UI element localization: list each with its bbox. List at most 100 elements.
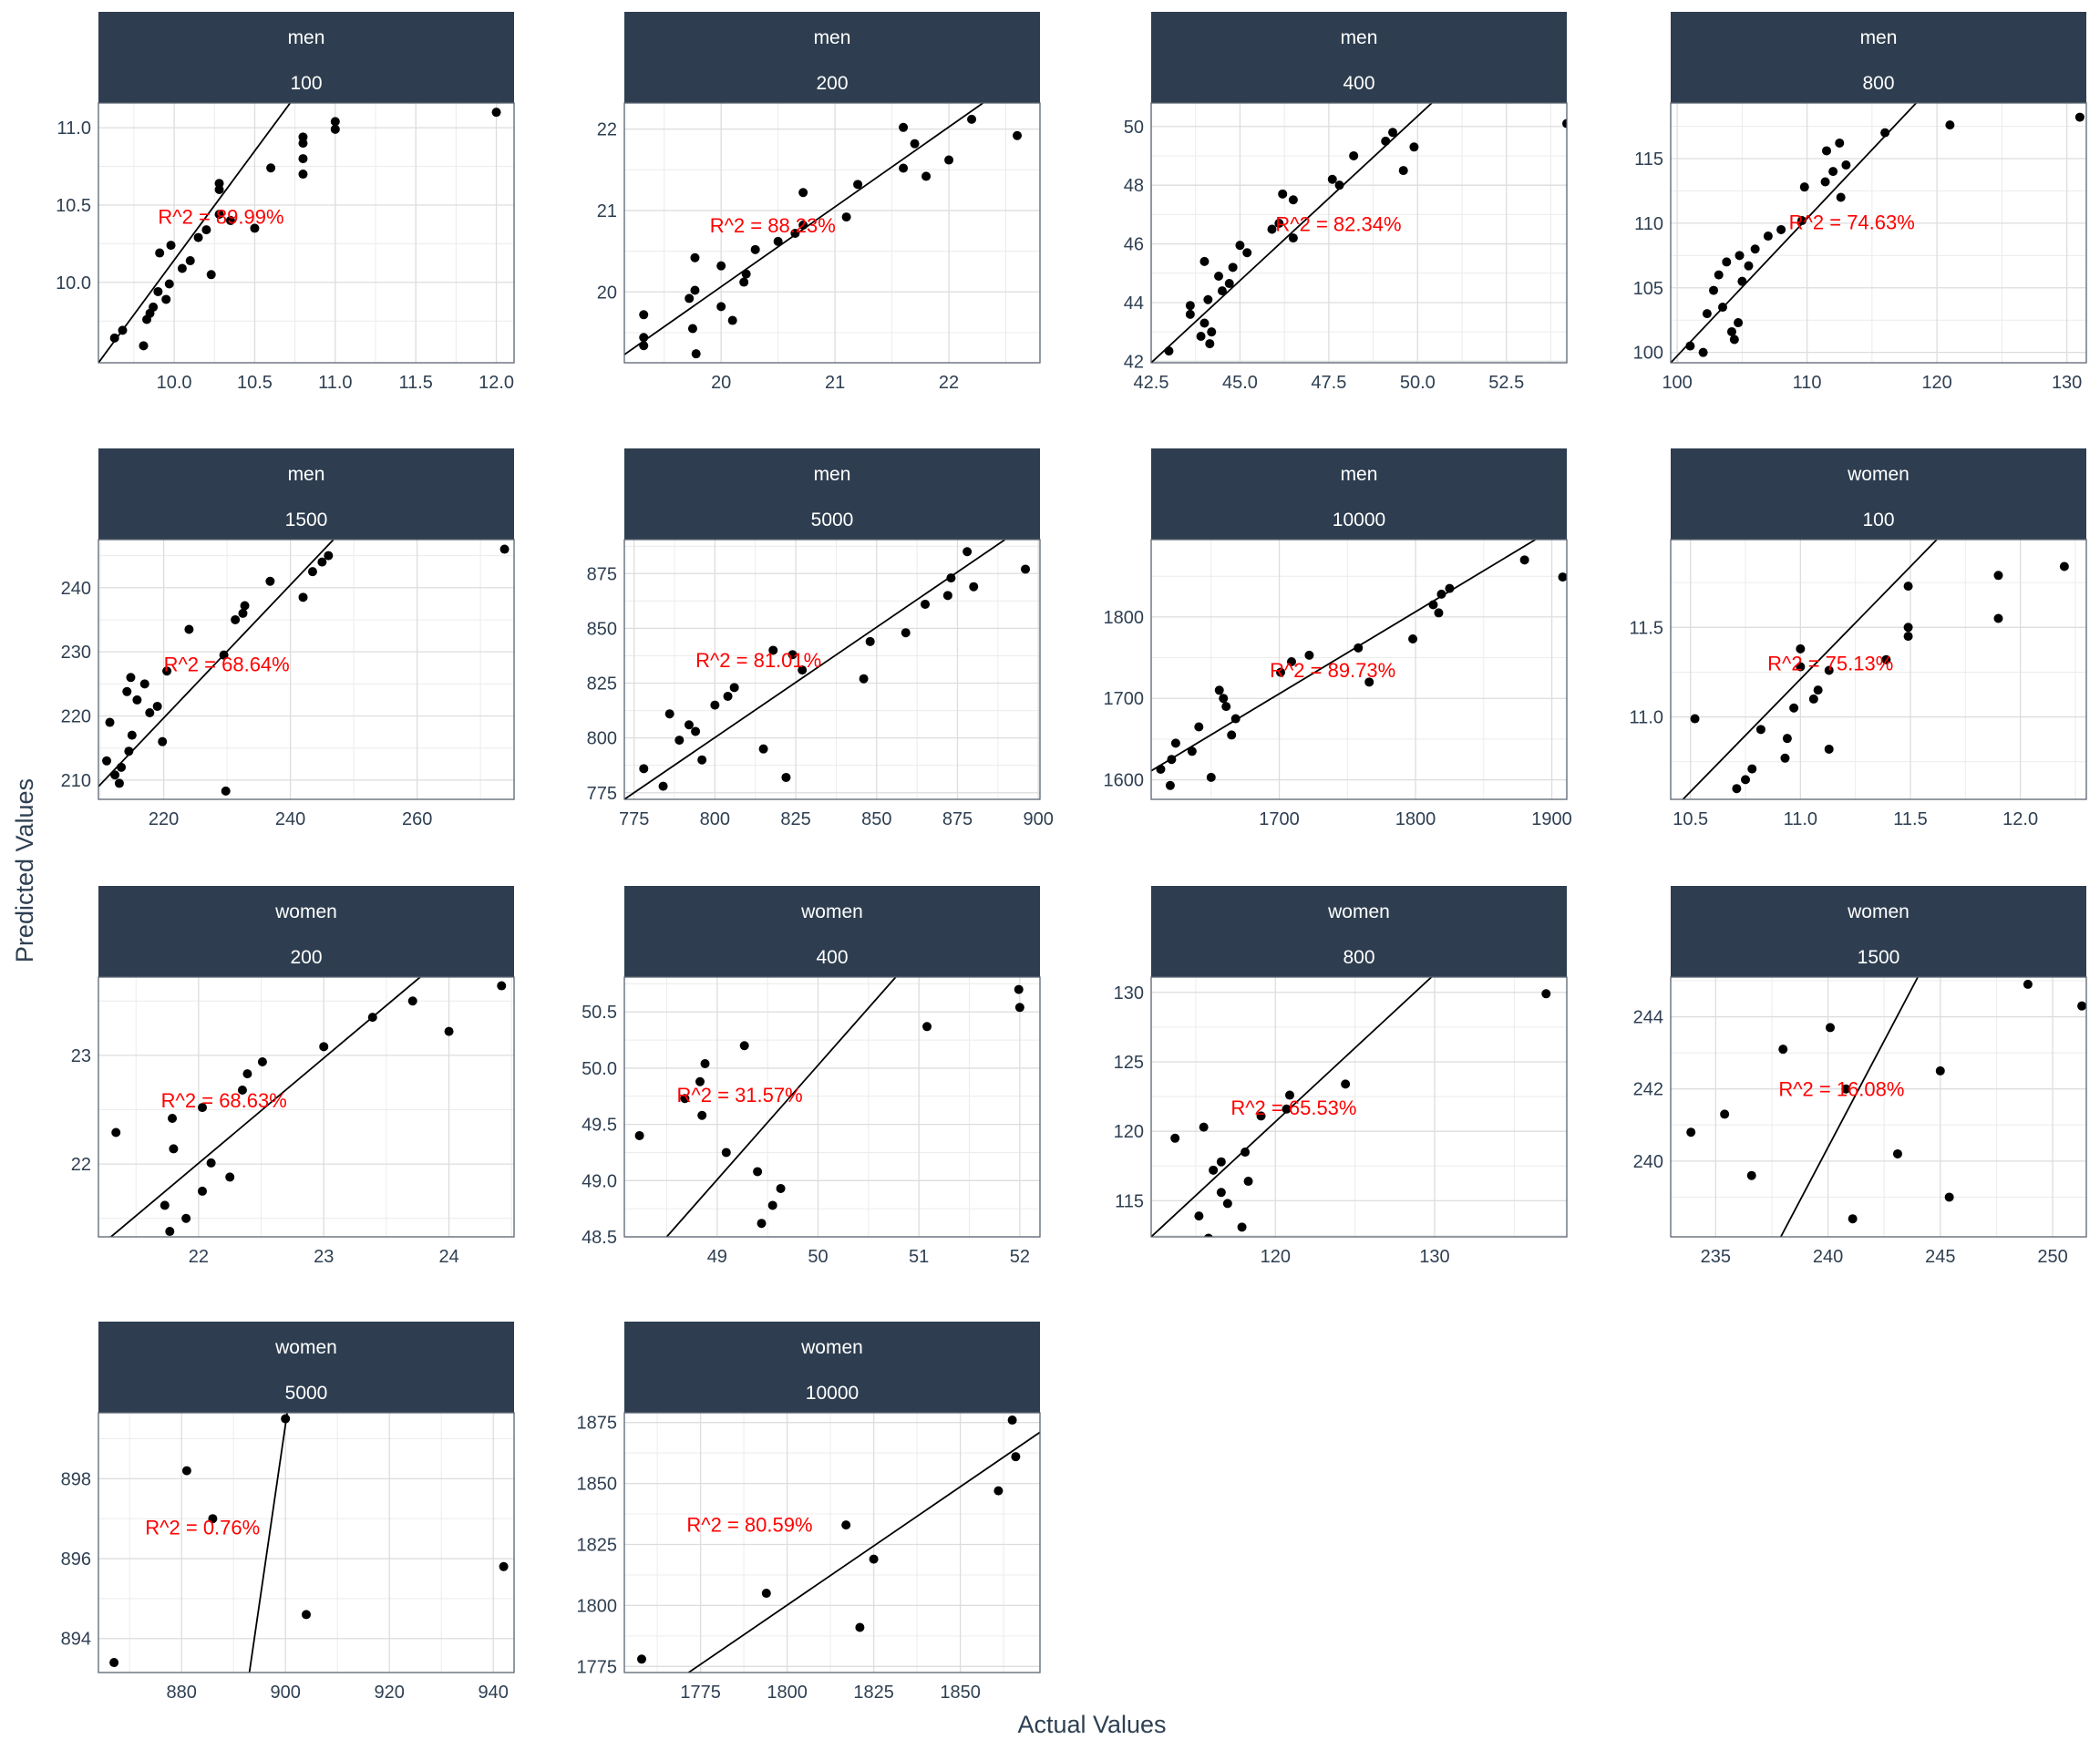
data-point — [1199, 256, 1210, 266]
data-point — [198, 1186, 207, 1196]
strip-background — [624, 12, 1040, 103]
data-point — [1185, 309, 1195, 319]
data-point — [753, 1167, 763, 1177]
data-point — [499, 544, 510, 554]
data-point — [1185, 301, 1195, 311]
data-point — [1214, 685, 1224, 695]
x-tick-label: 47.5 — [1311, 373, 1346, 393]
strip-label-sex: men — [288, 27, 325, 48]
x-tick-label: 130 — [2052, 373, 2082, 393]
data-point — [781, 772, 791, 782]
data-point — [1702, 309, 1712, 319]
data-point — [1240, 1148, 1251, 1158]
x-tick-label: 240 — [275, 809, 305, 829]
data-point — [225, 1172, 235, 1182]
data-point — [899, 122, 909, 132]
y-tick-label: 23 — [71, 1046, 91, 1066]
data-point — [1993, 613, 2003, 623]
x-tick-label: 940 — [479, 1683, 509, 1703]
data-point — [758, 744, 768, 754]
data-point — [149, 302, 159, 312]
plot-layer — [1151, 977, 1551, 1237]
x-tick-label: 1850 — [940, 1683, 981, 1703]
plot-layer — [1671, 103, 2085, 363]
data-point — [499, 1561, 509, 1571]
y-tick-label: 1850 — [577, 1475, 618, 1495]
y-tick-label: 898 — [61, 1469, 91, 1489]
x-tick-label: 1800 — [1395, 809, 1436, 829]
data-point — [1207, 327, 1217, 337]
data-point — [1165, 780, 1175, 790]
data-point — [1799, 182, 1809, 192]
data-point — [637, 1654, 646, 1664]
x-tick-label: 110 — [1793, 373, 1822, 393]
data-point — [265, 576, 275, 586]
y-tick-label: 50 — [1124, 118, 1144, 138]
strip-label-event: 100 — [290, 73, 322, 94]
strip-label-sex: men — [814, 27, 851, 48]
data-point — [1428, 600, 1438, 610]
data-point — [117, 762, 127, 772]
data-point — [1408, 633, 1418, 643]
data-point — [841, 1520, 851, 1530]
y-tick-label: 240 — [1633, 1152, 1663, 1172]
data-point — [127, 730, 137, 740]
data-point — [214, 210, 224, 220]
data-point — [168, 1114, 178, 1124]
strip-label-event: 800 — [1862, 73, 1894, 94]
data-point — [238, 608, 248, 618]
x-tick-label: 220 — [149, 809, 179, 829]
r2-annotation: R^2 = 16.08% — [1778, 1078, 1904, 1101]
y-tick-label: 49.0 — [582, 1171, 617, 1191]
data-point — [1237, 1222, 1247, 1232]
x-tick-label: 52 — [1010, 1247, 1030, 1267]
strip-label-event: 400 — [816, 947, 848, 968]
data-point — [798, 188, 808, 198]
x-tick-label: 24 — [438, 1247, 458, 1267]
data-point — [1541, 989, 1551, 999]
data-point — [767, 1200, 777, 1210]
data-point — [768, 645, 778, 655]
data-point — [2074, 112, 2085, 122]
data-point — [1686, 1127, 1696, 1138]
data-point — [1824, 665, 1834, 675]
data-point — [114, 778, 124, 788]
data-point — [687, 324, 697, 334]
data-point — [1903, 632, 1913, 642]
x-tick-label: 775 — [619, 809, 649, 829]
data-point — [1836, 192, 1846, 202]
panel-border — [623, 976, 1041, 1238]
data-point — [1216, 1157, 1226, 1167]
plot-layer — [1682, 540, 2069, 799]
x-tick-label: 825 — [780, 809, 810, 829]
data-point — [185, 256, 195, 266]
x-tick-label: 11.0 — [318, 373, 352, 393]
data-point — [664, 709, 674, 719]
data-point — [206, 270, 216, 280]
data-point — [1304, 650, 1314, 660]
data-point — [1881, 654, 1891, 664]
plot-layer — [98, 103, 501, 363]
strip-background — [1151, 448, 1567, 540]
data-point — [684, 720, 694, 730]
data-point — [181, 1466, 191, 1476]
strip-label-sex: women — [1847, 901, 1910, 922]
data-point — [1796, 643, 1806, 654]
data-point — [1747, 764, 1757, 774]
y-tick-label: 48 — [1124, 176, 1144, 196]
data-point — [1278, 189, 1288, 199]
y-tick-label: 100 — [1633, 344, 1663, 364]
x-tick-label: 20 — [711, 373, 731, 393]
strip-label-event: 800 — [1343, 947, 1374, 968]
data-point — [1221, 702, 1231, 712]
y-tick-label: 44 — [1124, 293, 1144, 314]
data-point — [901, 628, 911, 638]
data-point — [219, 650, 229, 660]
facet-panel: men 100 10.0 10.5 11.0 11.5 12.0 10.0 10.5 11.0 R^… — [56, 12, 515, 393]
data-point — [1519, 555, 1529, 565]
y-tick-label: 210 — [61, 771, 91, 791]
y-tick-label: 130 — [1114, 983, 1144, 1004]
data-point — [139, 341, 149, 351]
data-point — [859, 674, 869, 684]
x-tick-label: 49 — [707, 1247, 727, 1267]
